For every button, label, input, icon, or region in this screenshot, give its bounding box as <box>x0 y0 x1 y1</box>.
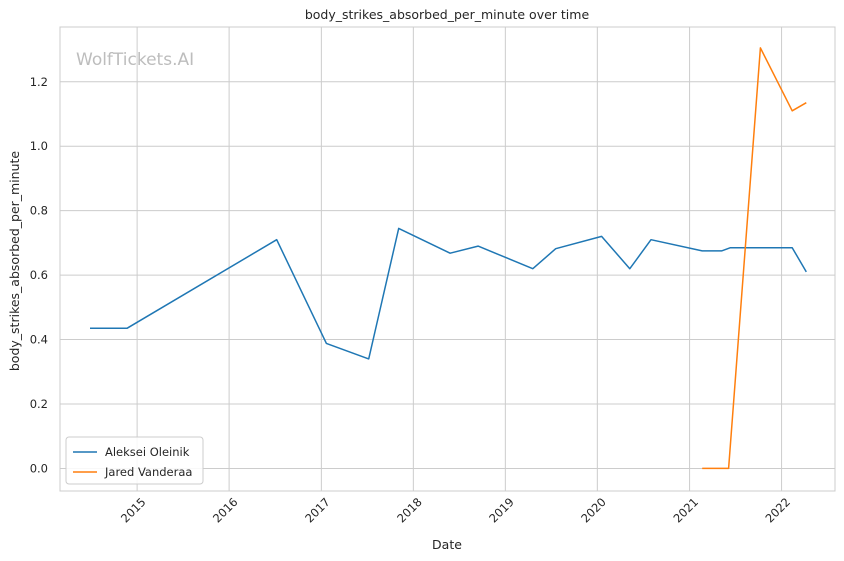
y-tick-label: 1.0 <box>30 139 48 153</box>
series-lines <box>89 47 807 470</box>
legend: Aleksei Oleinik Jared Vanderaa <box>65 436 204 485</box>
y-tick-label: 0.4 <box>30 333 48 347</box>
y-tick-label: 1.2 <box>30 75 48 89</box>
y-tick-labels: 0.0 0.2 0.4 0.6 0.8 1.0 1.2 <box>30 75 48 476</box>
x-axis-label: Date <box>432 537 462 552</box>
plot-frame <box>59 26 836 492</box>
watermark: WolfTickets.AI <box>76 50 194 70</box>
y-tick-label: 0.2 <box>30 397 48 411</box>
y-axis-label: body_strikes_absorbed_per_minute <box>7 151 22 372</box>
chart-title: body_strikes_absorbed_per_minute over ti… <box>305 7 590 22</box>
y-tick-label: 0.0 <box>30 461 48 475</box>
y-tick-label: 0.8 <box>30 204 48 218</box>
series-line-aleksei-oleinik <box>90 227 807 360</box>
y-tick-label: 0.6 <box>30 268 48 282</box>
legend-box <box>65 436 204 485</box>
legend-label-jared-vanderaa: Jared Vanderaa <box>104 465 192 479</box>
legend-label-aleksei-oleinik: Aleksei Oleinik <box>105 445 190 459</box>
